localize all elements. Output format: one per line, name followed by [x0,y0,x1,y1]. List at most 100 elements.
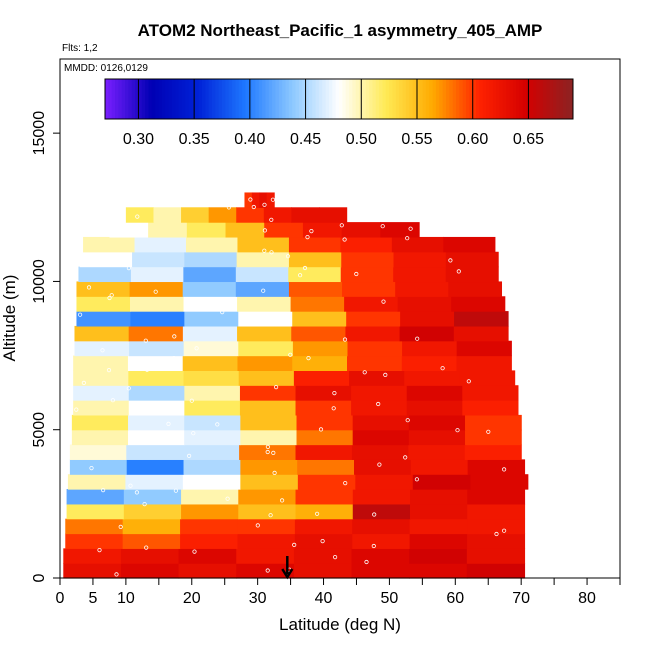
heatmap-cell [410,459,469,475]
sample-point [143,338,148,343]
sample-point [440,366,445,371]
sample-point [189,303,194,308]
sample-point [288,352,293,357]
heatmap-cell [393,266,447,283]
y-tick-label: 15000 [31,111,48,156]
sample-point [128,483,133,488]
sample-points [74,197,507,577]
colorbar-swatch [145,79,149,119]
x-axis: 0 5 10 20 30 40 50 60 70 80 [56,578,621,607]
heatmap-cell [71,429,129,446]
sample-point [262,248,267,253]
colorbar-swatch [272,79,276,119]
heatmap-cell [259,192,268,208]
heatmap-cell [63,548,122,564]
heatmap-cell [410,503,468,520]
sample-point [106,367,112,373]
heatmap-cell [128,370,185,386]
heatmap-cell [76,281,131,297]
heatmap-cell [296,414,354,431]
heatmap-cell [183,459,241,475]
heatmap-cell [74,325,130,342]
sample-point [354,271,359,277]
colorbar-swatch [469,79,474,119]
heatmap-cell [319,207,348,223]
heatmap-cell [130,311,185,327]
heatmap-cell [83,236,136,253]
colorbar-swatch [522,79,527,119]
colorbar-swatch [238,79,243,119]
sample-point [494,531,499,537]
sample-point [280,317,285,322]
colorbar-swatch [245,79,250,119]
colorbar-tick-label: 0.65 [513,131,544,148]
heatmap-cell [397,296,452,312]
x-tick-label: 50 [381,590,399,607]
heatmap-cell [182,355,239,371]
sample-point [342,237,347,242]
sample-point [269,312,274,318]
colorbar-swatch [372,79,377,119]
heatmap-cell [464,444,522,460]
sample-point [332,390,337,396]
heatmap-cell [238,311,293,327]
colorbar-swatch [155,79,159,119]
heatmap-cell [355,474,414,490]
sample-point [265,568,270,573]
heatmap-cell [408,444,466,460]
sample-point [306,355,311,361]
sample-point [269,217,274,222]
heatmap-cell [239,400,297,416]
colorbar-swatch [432,79,437,119]
colorbar-frame [104,78,574,120]
heatmap-cell [347,355,403,371]
heatmap-cell [184,311,239,327]
heatmap-cell [399,325,455,342]
heatmap-cell [295,385,352,401]
heatmap-cell [393,251,447,268]
sample-point [220,309,225,315]
heatmap-cell [66,503,125,520]
colorbar-swatch [412,79,417,119]
sample-point [248,322,253,327]
flights-label: Flts: 1,2 [62,43,98,54]
heatmap-cell [134,236,187,253]
sample-point [273,384,279,390]
heatmap-cell [178,563,237,579]
sample-point [126,265,131,271]
heatmap-cell [406,400,463,416]
sample-point [376,401,381,407]
heatmap-cell [128,400,185,416]
colorbar-swatch [171,79,176,119]
colorbar-swatch [232,79,236,119]
heatmap-cell [126,459,185,475]
heatmap-cell [125,474,184,490]
colorbar-swatch [105,79,109,119]
heatmap-cell [453,325,509,342]
heatmap-cell [184,414,241,431]
colorbar-swatch [228,79,233,119]
colorbar-swatch [278,79,283,119]
heatmap-cell [132,251,185,268]
sample-point [262,228,267,233]
colorbar-swatch [459,79,464,119]
sample-point [86,285,92,290]
colorbar-swatch [205,79,210,119]
sample-point [271,450,276,455]
colorbar-swatch [476,79,480,119]
colorbar-swatch [539,79,544,119]
heatmap-cell [183,370,240,386]
colorbar-swatch [115,79,119,119]
heatmap-cell [352,518,411,535]
heatmap-cell [409,533,468,549]
heatmap-cell [183,340,239,357]
heatmap-cell [295,400,352,416]
heatmap-cell [239,385,297,401]
sample-point [309,229,314,234]
heatmap-cell [182,325,238,342]
x-axis-label: Latitude (deg N) [279,615,401,634]
heatmap-cell [237,325,292,342]
colorbar-swatch [248,79,253,119]
sample-point [272,470,277,475]
heatmap-cell [467,489,526,505]
